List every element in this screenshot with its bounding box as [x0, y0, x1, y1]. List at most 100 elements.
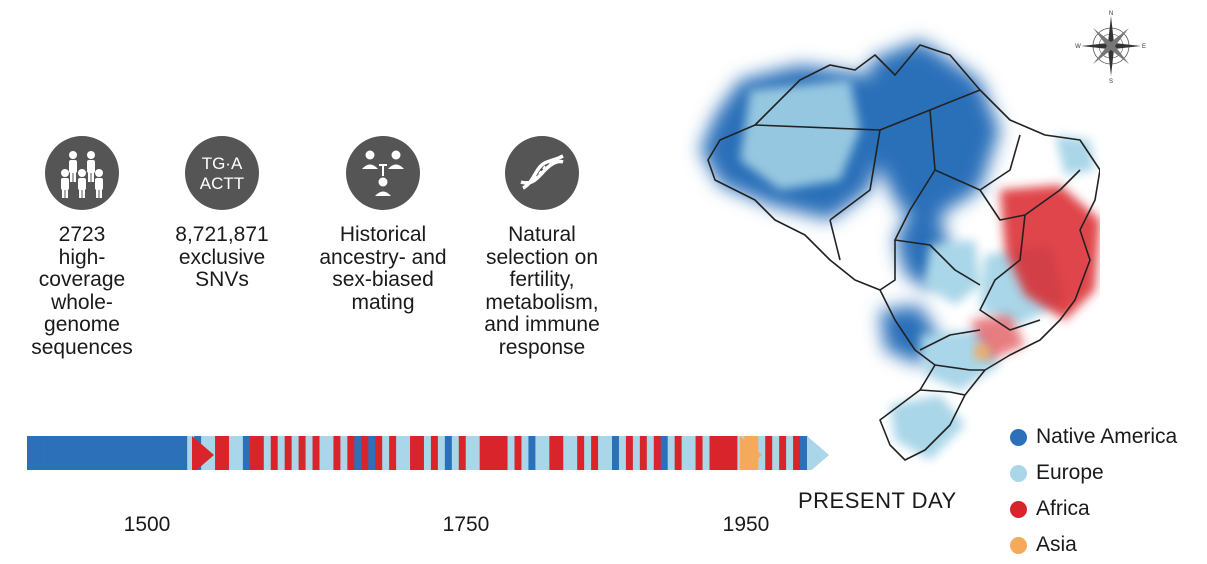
present-day-label: PRESENT DAY	[798, 488, 957, 513]
timeline-segment	[382, 436, 390, 470]
timeline-segment	[472, 436, 481, 470]
stat-mating: Historical ancestry- and sex-biased mati…	[313, 136, 453, 314]
stat-snvs: TG·A ACTT 8,721,871 exclusive SNVs	[152, 136, 292, 292]
stat-label: Natural selection on fertility, metaboli…	[484, 223, 600, 359]
timeline-segment	[437, 436, 446, 470]
timeline-segment	[709, 436, 718, 470]
timeline-segment	[584, 436, 592, 470]
timeline-segment	[612, 436, 620, 470]
timeline-segment	[765, 436, 773, 470]
timeline-segment	[500, 436, 509, 470]
timeline-segment	[291, 436, 300, 470]
timeline-segment	[535, 436, 543, 470]
timeline-segment	[131, 436, 140, 470]
legend-dot-europe	[1010, 464, 1027, 482]
timeline-segment	[333, 436, 341, 470]
snv-code-text: TG·A ACTT	[199, 154, 245, 193]
timeline-segment	[716, 436, 725, 470]
timeline-segment	[284, 436, 293, 470]
timeline-segment	[96, 436, 105, 470]
timeline-segment	[361, 436, 369, 470]
timeline-segment	[639, 436, 648, 470]
stat-sequences: 2723 high- coverage whole- genome sequen…	[12, 136, 152, 359]
compass-rose-icon: N S E W	[1075, 11, 1146, 84]
timeline-segment	[410, 436, 418, 470]
timeline-segment	[40, 436, 49, 470]
timeline-segment	[758, 436, 766, 470]
timeline-segment	[479, 436, 488, 470]
timeline-segment	[598, 436, 606, 470]
compass-n: N	[1109, 11, 1113, 17]
legend-item-asia: Asia	[1010, 527, 1177, 563]
timeline-segment	[396, 436, 404, 470]
timeline-segment	[521, 436, 530, 470]
timeline-segment	[103, 436, 112, 470]
snv-code-icon: TG·A ACTT	[185, 136, 259, 210]
legend-label: Africa	[1036, 497, 1090, 520]
timeline-segment	[702, 436, 711, 470]
timeline-chevron	[150, 436, 172, 470]
timeline-segment	[173, 436, 181, 470]
legend-label: Asia	[1036, 533, 1077, 556]
timeline-segment	[549, 436, 557, 470]
timeline-segment	[723, 436, 731, 470]
timeline-chevron	[740, 436, 762, 470]
timeline-segment	[779, 436, 787, 470]
timeline-segment	[417, 436, 425, 470]
timeline-segment	[277, 436, 286, 470]
people-group-icon	[45, 136, 119, 210]
ancestry-timeline	[27, 436, 829, 470]
timeline-segment	[556, 436, 564, 470]
timeline-segment	[577, 436, 585, 470]
timeline-segment	[486, 436, 495, 470]
stat-label: 2723 high- coverage whole- genome sequen…	[31, 223, 133, 359]
tick-label-1950: 1950	[722, 513, 770, 536]
stat-label: Historical ancestry- and sex-biased mati…	[319, 223, 447, 314]
timeline-segment	[47, 436, 56, 470]
legend-item-native-america: Native America	[1010, 419, 1177, 455]
timeline-segment	[444, 436, 453, 470]
timeline-segment	[423, 436, 432, 470]
timeline-segment	[117, 436, 126, 470]
timeline-segment	[646, 436, 655, 470]
timeline-segment	[695, 436, 704, 470]
timeline-segment	[27, 436, 35, 470]
timeline-segment	[75, 436, 84, 470]
timeline-segment	[68, 436, 77, 470]
timeline-segment	[688, 436, 697, 470]
timeline-segment	[674, 436, 683, 470]
timeline-segment	[653, 436, 662, 470]
timeline-segment	[375, 436, 383, 470]
timeline-segment	[110, 436, 119, 470]
timeline-segment	[667, 436, 676, 470]
timeline-segment	[89, 436, 98, 470]
timeline-segments	[27, 436, 808, 470]
timeline-segment	[430, 436, 439, 470]
timeline-segment	[270, 436, 279, 470]
timeline-segment	[493, 436, 502, 470]
timeline-segment	[542, 436, 550, 470]
timeline-segment	[228, 436, 237, 470]
compass-s: S	[1109, 79, 1113, 84]
timeline-segment	[591, 436, 599, 470]
timeline-segment	[326, 436, 335, 470]
timeline-segment	[458, 436, 467, 470]
timeline-segment	[82, 436, 91, 470]
timeline-segment	[263, 436, 272, 470]
timeline-segment	[145, 436, 153, 470]
state-borders	[707, 44, 1100, 461]
timeline-segment	[800, 436, 808, 470]
timeline-segment	[368, 436, 376, 470]
timeline-segment	[786, 436, 794, 470]
legend-label: Europe	[1036, 461, 1104, 484]
timeline-segment	[124, 436, 133, 470]
timeline-segment	[570, 436, 578, 470]
timeline-segment	[451, 436, 460, 470]
stat-selection: Natural selection on fertility, metaboli…	[472, 136, 612, 359]
legend-item-africa: Africa	[1010, 491, 1177, 527]
timeline-segment	[507, 436, 516, 470]
legend-label: Native America	[1036, 425, 1178, 448]
legend-item-europe: Europe	[1010, 455, 1177, 491]
timeline-arrow-head	[807, 436, 829, 470]
timeline-segment	[625, 436, 634, 470]
